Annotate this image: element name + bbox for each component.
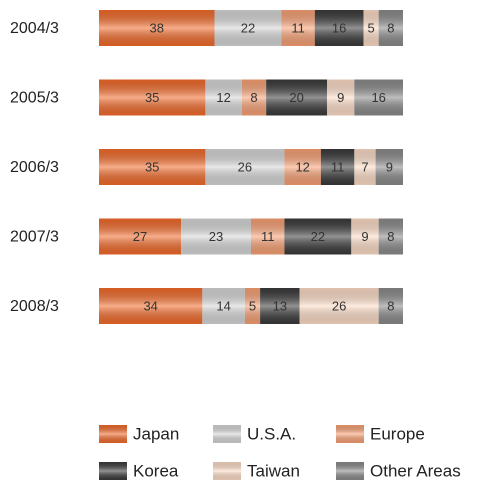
value-label: 11 [291,20,305,35]
value-label: 16 [332,20,346,35]
bar-shine [266,79,327,116]
bar-shine [378,288,403,324]
bar-shine [378,10,403,46]
legend-shine [336,425,364,443]
value-label: 26 [332,298,346,313]
bar-shine [281,10,315,46]
bar-shine [327,79,355,116]
value-label: 5 [367,20,374,35]
value-label: 8 [387,298,394,313]
category-label: 2007/3 [10,229,59,246]
value-label: 12 [216,90,230,105]
value-label: 8 [387,229,394,244]
legend-shine [213,425,241,443]
category-label: 2005/3 [10,90,59,107]
bar-shine [299,288,379,324]
bar-shine [284,149,321,185]
legend-label: U.S.A. [247,424,296,443]
bar-shine [181,218,251,255]
bar-shine [202,288,245,324]
value-label: 26 [238,159,252,174]
bar-shine [99,149,206,185]
legend-label: Europe [370,424,425,443]
bar-shine [251,218,285,255]
category-label: 2004/3 [10,20,59,37]
legend-shine [336,462,364,480]
legend-label: Japan [133,424,179,443]
value-label: 35 [145,159,159,174]
value-label: 20 [289,90,303,105]
value-label: 23 [209,229,223,244]
legend-shine [99,425,127,443]
value-label: 14 [216,298,230,313]
value-label: 11 [331,159,345,174]
value-label: 8 [250,90,257,105]
legend-shine [213,462,241,480]
value-label: 16 [371,90,385,105]
legend-label: Korea [133,461,179,480]
legend-label: Taiwan [247,461,300,480]
value-label: 9 [361,229,368,244]
value-label: 8 [387,20,394,35]
value-label: 38 [150,20,164,35]
bar-shine [99,288,203,324]
value-label: 5 [249,298,256,313]
bar-shine [99,79,206,116]
category-label: 2006/3 [10,159,59,176]
bar-shine [314,10,364,46]
value-label: 12 [295,159,309,174]
bar-shine [378,218,403,255]
bar-shine [351,218,379,255]
bar-shine [214,10,282,46]
bar-shine [320,149,355,185]
bar-shine [260,288,300,324]
value-label: 9 [386,159,393,174]
bar-shine [244,288,261,324]
value-label: 13 [273,298,287,313]
bar-shine [205,149,285,185]
value-label: 11 [261,229,275,244]
value-label: 34 [143,298,157,313]
value-label: 27 [133,229,147,244]
bar-shine [363,10,379,46]
value-label: 35 [145,90,159,105]
bar-shine [375,149,403,185]
bar-shine [205,79,242,116]
value-label: 9 [337,90,344,105]
legend-label: Other Areas [370,461,461,480]
bar-shine [241,79,267,116]
category-label: 2008/3 [10,298,59,315]
value-label: 22 [311,229,325,244]
bar-shine [99,218,182,255]
bar-shine [284,218,352,255]
value-label: 22 [241,20,255,35]
legend-shine [99,462,127,480]
value-label: 7 [361,159,368,174]
bar-shine [99,10,215,46]
bar-shine [354,149,376,185]
bar-shine [354,79,403,116]
